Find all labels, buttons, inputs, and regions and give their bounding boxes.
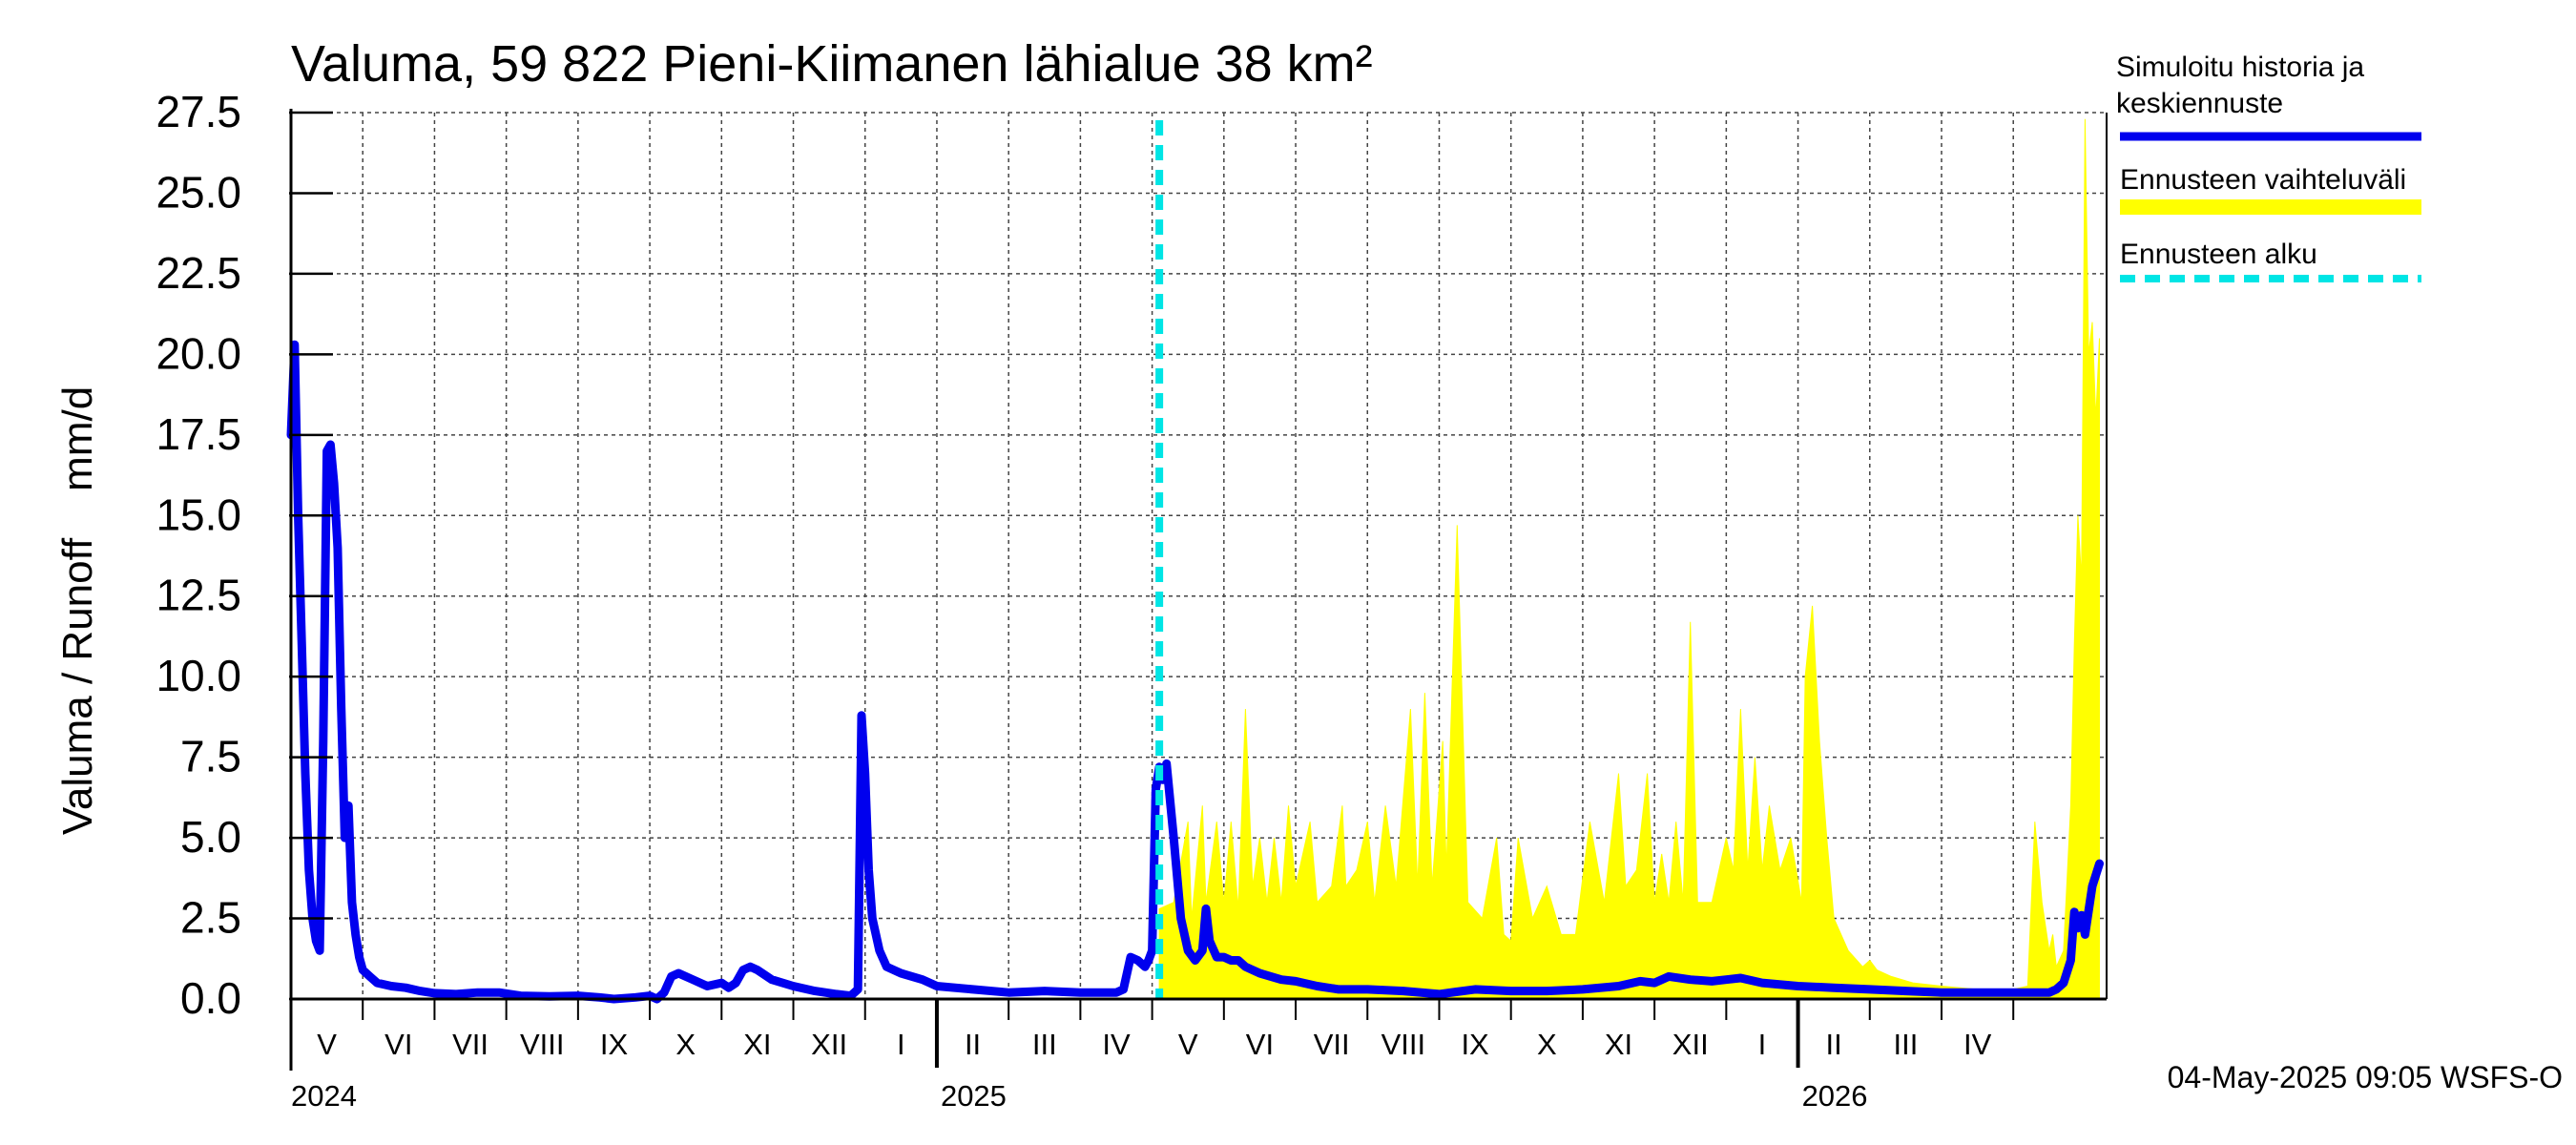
forecast-range-area xyxy=(1158,118,2100,1000)
y-tick-label: 20.0 xyxy=(156,328,241,378)
x-month-label: IX xyxy=(600,1028,629,1061)
x-month-label: I xyxy=(897,1028,905,1061)
legend-history-label-box: Simuloitu historia ja keskiennuste xyxy=(2116,52,2365,119)
y-tick-label: 5.0 xyxy=(180,812,241,862)
grid xyxy=(291,112,2107,999)
x-month-labels: V VI VII VIII IX X XI XII I II III IV V VI VII VIII IX X X… xyxy=(317,1028,1991,1061)
y-tick-label: 22.5 xyxy=(156,248,241,298)
history-series-polyline xyxy=(286,340,2104,1004)
legend: Simuloitu historia ja keskiennuste Ennus… xyxy=(2116,52,2421,282)
x-month-label: III xyxy=(1032,1028,1057,1061)
y-tick-label: 10.0 xyxy=(156,651,241,700)
x-month-label: I xyxy=(1758,1028,1767,1061)
y-tick-labels: 0.0 2.5 5.0 7.5 10.0 12.5 15.0 17.5 20.0 22.5 25.0… xyxy=(156,87,241,1023)
x-month-label: X xyxy=(1537,1028,1557,1061)
x-year-label: 2025 xyxy=(941,1079,1007,1113)
forecast-range-polygon xyxy=(1158,118,2100,1000)
x-month-label: XII xyxy=(1672,1028,1709,1061)
y-tick-label: 25.0 xyxy=(156,167,241,217)
x-month-label: VII xyxy=(452,1028,488,1061)
x-month-label: V xyxy=(1178,1028,1198,1061)
y-tick-label: 17.5 xyxy=(156,409,241,459)
x-month-label: VI xyxy=(1246,1028,1274,1061)
x-month-label: V xyxy=(317,1028,337,1061)
y-axis-label: Valuma / Runoff mm/d xyxy=(54,386,101,835)
x-year-labels: 2024 2025 2026 xyxy=(291,1079,1868,1113)
x-month-label: II xyxy=(965,1028,981,1061)
x-year-label: 2026 xyxy=(1802,1079,1868,1113)
y-tick-label: 0.0 xyxy=(180,973,241,1023)
x-month-label: IX xyxy=(1461,1028,1489,1061)
y-tick-label: 27.5 xyxy=(156,87,241,136)
y-tick-label: 12.5 xyxy=(156,571,241,620)
x-month-label: X xyxy=(675,1028,696,1061)
x-month-label: XI xyxy=(1605,1028,1632,1061)
x-month-label: IV xyxy=(1963,1028,1992,1061)
legend-start-label: Ennusteen alku xyxy=(2120,239,2317,270)
y-tick-label: 2.5 xyxy=(180,893,241,943)
x-month-label: VIII xyxy=(520,1028,565,1061)
y-tick-label: 7.5 xyxy=(180,732,241,781)
axes xyxy=(289,109,2108,1071)
x-month-label: IV xyxy=(1102,1028,1131,1061)
x-month-label: VIII xyxy=(1381,1028,1426,1061)
x-month-label: XII xyxy=(811,1028,847,1061)
timestamp: 04-May-2025 09:05 WSFS-O xyxy=(2168,1060,2563,1094)
legend-range-label: Ennusteen vaihteluväli xyxy=(2120,164,2406,196)
x-month-label: VI xyxy=(384,1028,412,1061)
chart-title: Valuma, 59 822 Pieni-Kiimanen lähialue 3… xyxy=(291,35,1373,93)
y-tick-label: 15.0 xyxy=(156,489,241,539)
legend-history-label: Simuloitu historia ja keskiennuste xyxy=(2116,52,2365,119)
x-year-label: 2024 xyxy=(291,1079,357,1113)
x-month-label: III xyxy=(1893,1028,1918,1061)
x-month-label: XI xyxy=(743,1028,771,1061)
x-month-label: VII xyxy=(1314,1028,1350,1061)
x-month-label: II xyxy=(1826,1028,1842,1061)
history-line xyxy=(286,340,2104,1004)
